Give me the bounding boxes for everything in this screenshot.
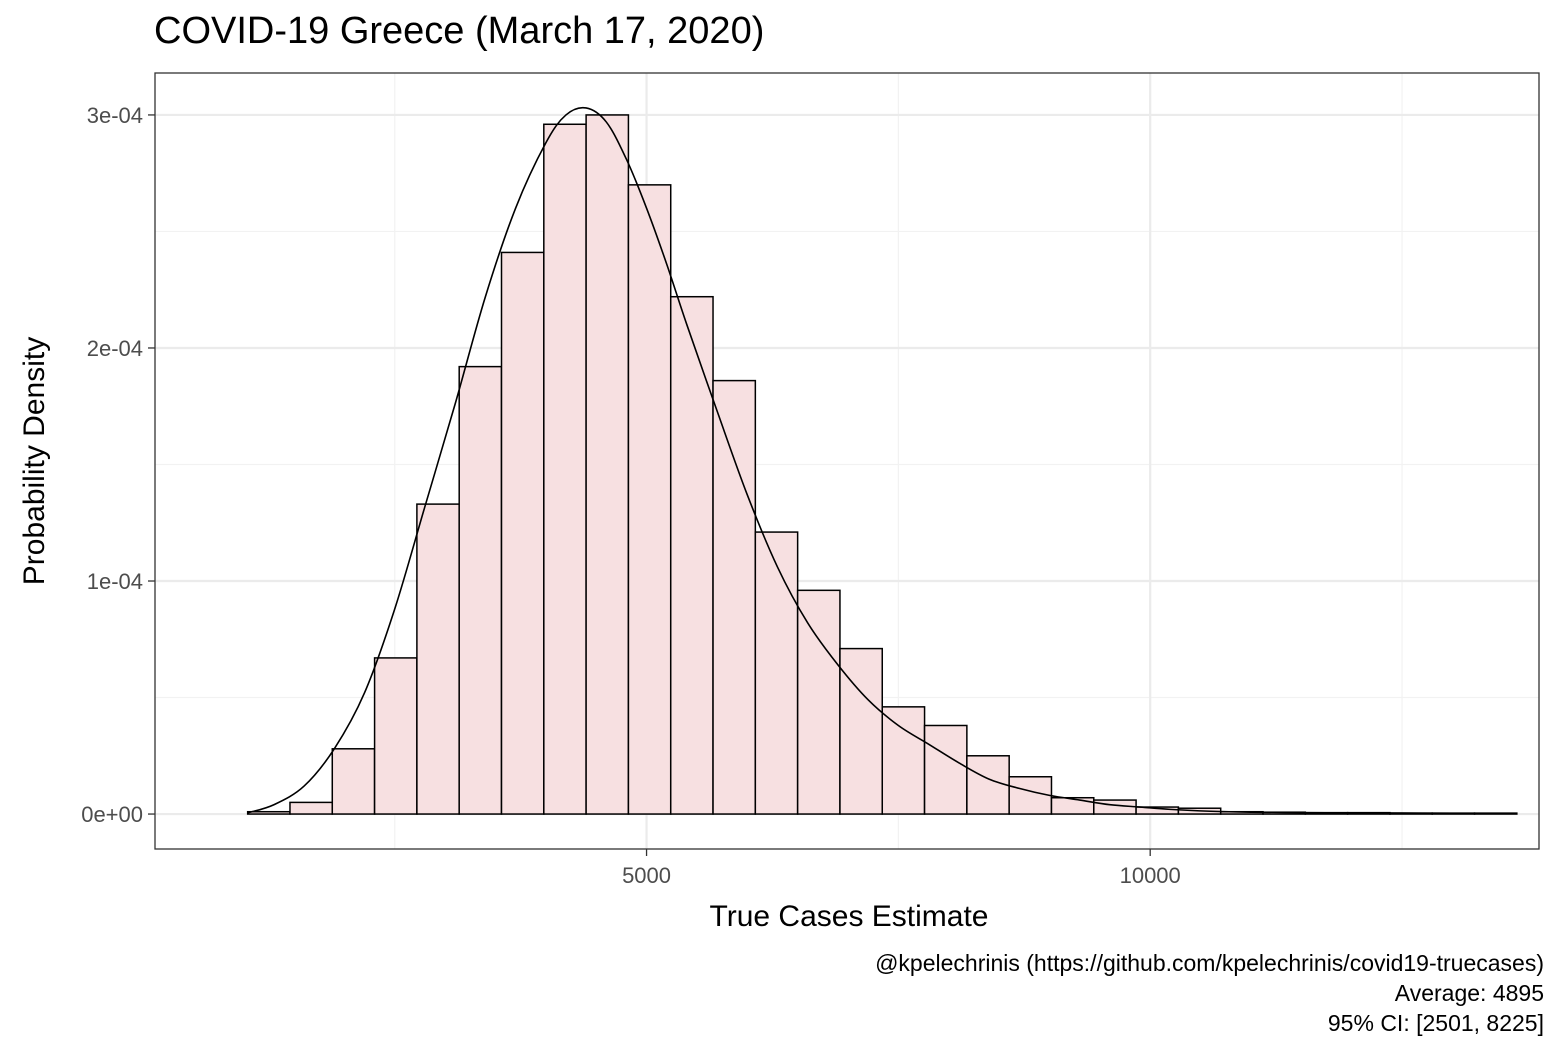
histogram-bar [543, 123, 587, 815]
histogram-bar [754, 531, 799, 815]
x-tick-label: 10000 [1120, 863, 1181, 888]
caption-confidence-interval: 95% CI: [2501, 8225] [1327, 1010, 1544, 1036]
y-tick-label: 1e-04 [87, 569, 143, 594]
x-axis-title: True Cases Estimate [710, 900, 989, 933]
histogram-bar [289, 801, 334, 815]
histogram-bar [839, 647, 884, 815]
histogram-bar [923, 724, 968, 815]
histogram-bar [458, 365, 503, 815]
histogram-bar [1050, 796, 1095, 815]
caption-attribution: @kpelechrinis (https://github.com/kpelec… [875, 950, 1544, 976]
histogram-bar [585, 114, 630, 815]
histogram-bar [669, 295, 714, 815]
histogram-bars [246, 114, 1518, 815]
y-axis-title: Probability Density [18, 337, 51, 585]
x-tick-label: 5000 [622, 863, 671, 888]
caption: @kpelechrinis (https://github.com/kpelec… [875, 948, 1544, 1038]
histogram-bar [373, 657, 418, 815]
histogram-bar [1008, 776, 1053, 815]
x-axis: 5000 10000 [622, 849, 1181, 888]
y-tick-label: 2e-04 [87, 336, 143, 361]
histogram-bar [966, 755, 1010, 815]
histogram-bar [416, 503, 460, 815]
chart-title: COVID-19 Greece (March 17, 2020) [154, 10, 765, 52]
caption-average: Average: 4895 [1394, 980, 1544, 1006]
y-tick-label: 3e-04 [87, 103, 143, 128]
histogram-bar [796, 589, 841, 815]
histogram-bar [712, 379, 757, 815]
histogram-bar [500, 251, 545, 815]
histogram-bar [627, 184, 672, 815]
y-tick-label: 0e+00 [81, 802, 143, 827]
y-axis: 0e+00 1e-04 2e-04 3e-04 [81, 103, 155, 827]
plot-panel-border [154, 72, 1540, 850]
histogram-bar [881, 706, 926, 815]
density-curve [247, 106, 1513, 815]
histogram-bar [246, 810, 291, 815]
histogram-bar [331, 748, 376, 815]
